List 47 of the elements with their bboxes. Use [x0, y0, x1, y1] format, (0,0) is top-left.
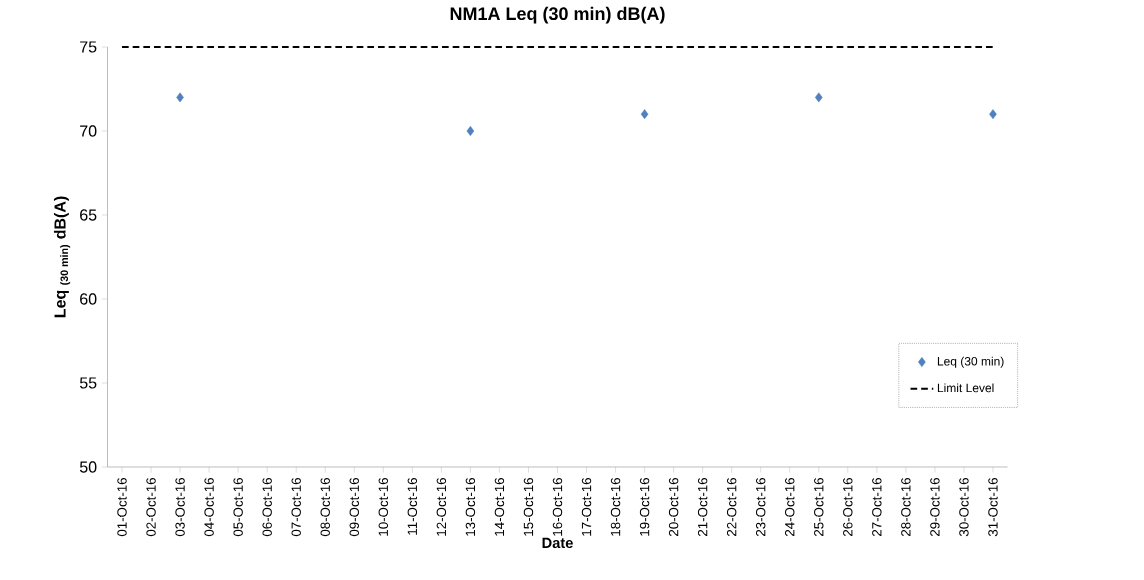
y-axis-title: Leq $_{(30 min)}$ dB(A): [53, 196, 71, 318]
y-tick-label: 70: [80, 125, 97, 137]
x-tick-label: 31-Oct-16: [988, 477, 998, 537]
x-tick-label: 08-Oct-16: [320, 477, 330, 537]
point: [815, 92, 823, 103]
x-tick-label: 28-Oct-16: [901, 477, 911, 536]
x-tick-label: 26-Oct-16: [843, 477, 853, 536]
x-tick-label: 27-Oct-16: [872, 477, 882, 536]
y-tick-label: 65: [80, 209, 97, 221]
x-tick-label: 17-Oct-16: [581, 477, 592, 536]
point: [466, 126, 475, 136]
x-tick-label: 20-Oct-16: [668, 477, 679, 536]
x-tick-label: 05-Oct-16: [233, 477, 243, 537]
x-tick-label: 13-Oct-16: [465, 477, 476, 536]
x-tick-label: 23-Oct-16: [756, 477, 766, 536]
x-tick-label: 06-Oct-16: [262, 477, 272, 537]
x-tick-label: 19-Oct-16: [639, 477, 650, 536]
x-axis-title: Date: [542, 537, 573, 549]
point: [989, 109, 997, 120]
x-tick-label: 21-Oct-16: [697, 477, 708, 536]
legend-label: Limit Level: [937, 383, 994, 393]
x-tick-label: 01-Oct-16: [117, 477, 127, 537]
y-tick-label: 55: [79, 377, 97, 389]
x-tick-label: 16-Oct-16: [552, 477, 563, 536]
x-tick-label: 24-Oct-16: [785, 477, 795, 536]
x-tick-label: 29-Oct-16: [930, 477, 940, 536]
x-tick-label: 11-Oct-16: [407, 477, 418, 535]
point: [176, 92, 184, 103]
x-tick-label: 03-Oct-16: [175, 477, 185, 537]
point: [640, 109, 649, 120]
y-tick-label: 50: [79, 461, 97, 473]
x-tick-label: 10-Oct-16: [378, 477, 389, 536]
x-tick-label: 12-Oct-16: [436, 477, 447, 536]
x-tick-label: 07-Oct-16: [291, 477, 301, 537]
x-tick-label: 02-Oct-16: [146, 477, 156, 537]
x-tick-label: 09-Oct-16: [349, 477, 359, 537]
legend-label: Leq (30 min): [937, 356, 1004, 368]
x-tick-label: 22-Oct-16: [726, 477, 737, 536]
x-tick-label: 15-Oct-16: [523, 477, 534, 536]
chart-title: NM1A Leq (30 min) dB(A): [450, 6, 665, 24]
x-tick-label: 30-Oct-16: [959, 477, 969, 537]
y-tick-label: 60: [80, 293, 97, 305]
x-tick-label: 04-Oct-16: [204, 477, 214, 537]
x-tick-label: 25-Oct-16: [814, 477, 824, 536]
x-tick-label: 14-Oct-16: [494, 477, 505, 536]
x-tick-label: 18-Oct-16: [610, 477, 621, 536]
y-tick-label: 75: [80, 41, 97, 53]
